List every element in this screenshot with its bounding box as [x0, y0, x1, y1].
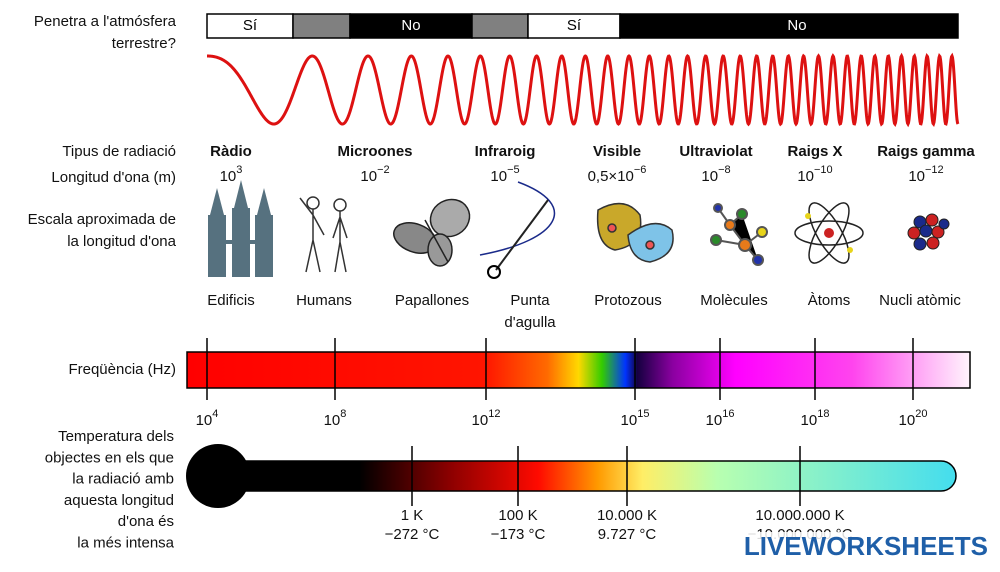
frequency-tick-label-base: 10 — [801, 412, 818, 429]
scale-label: Àtoms — [808, 292, 851, 309]
temperature-label: la radiació amb — [72, 471, 174, 488]
temperature-label: Temperatura dels — [58, 428, 174, 445]
frequency-tick-label: 104 — [196, 408, 219, 429]
band-wavelength-exp: −5 — [507, 164, 520, 176]
band-wavelength: 0,5×10−6 — [588, 164, 647, 185]
band-wavelength: 10−8 — [701, 164, 730, 185]
band-wavelength: 10−10 — [797, 164, 832, 185]
band-wavelength-exp: −12 — [925, 164, 944, 176]
band-name: Microones — [337, 143, 412, 160]
band-wavelength: 10−5 — [490, 164, 519, 185]
scale-label: Nucli atòmic — [879, 292, 961, 309]
temperature-label: la més intensa — [77, 534, 174, 551]
band-wavelength: 10−2 — [360, 164, 389, 185]
temperature-celsius: 9.727 °C — [598, 526, 657, 543]
band-wavelength-base: 0,5×10 — [588, 168, 634, 185]
band-name: Raigs X — [787, 143, 842, 160]
frequency-tick-label: 1020 — [899, 408, 928, 429]
band-wavelength: 10−12 — [908, 164, 943, 185]
frequency-tick-label: 1012 — [472, 408, 501, 429]
frequency-tick-label: 108 — [324, 408, 347, 429]
temperature-kelvin: 1 K — [401, 507, 424, 524]
temperature-label: aquesta longitud — [64, 492, 174, 509]
row-label: Escala aproximada de — [28, 211, 176, 228]
icon-atom — [794, 202, 864, 264]
frequency-tick-label-base: 10 — [899, 412, 916, 429]
icon-needle — [479, 181, 556, 279]
band-wavelength-base: 10 — [908, 168, 925, 185]
band-name: Infraroig — [475, 143, 536, 160]
scale-label: d'agulla — [504, 314, 556, 331]
temperature-label: objectes en els que — [45, 449, 174, 466]
temperature-celsius: −173 °C — [491, 526, 546, 543]
band-wavelength-base: 10 — [360, 168, 377, 185]
icon-butterfly — [393, 198, 471, 267]
scale-label: Edificis — [207, 292, 255, 309]
band-wavelength-exp: −8 — [718, 164, 731, 176]
band-wavelength-exp: 3 — [236, 164, 242, 176]
icon-molecule — [710, 203, 768, 266]
band-wavelength-base: 10 — [220, 168, 237, 185]
band-wavelength-exp: −6 — [634, 164, 647, 176]
scale-label: Molècules — [700, 292, 768, 309]
icon-nucleus — [907, 213, 950, 251]
frequency-tick-label: 1018 — [801, 408, 830, 429]
frequency-tick-label-base: 10 — [196, 412, 213, 429]
row-label: la longitud d'ona — [67, 233, 176, 250]
temperature-kelvin: 10.000 K — [597, 507, 657, 524]
frequency-tick-label: 1015 — [621, 408, 650, 429]
row-label: Tipus de radiació — [62, 143, 176, 160]
frequency-tick-label-exp: 16 — [722, 408, 734, 420]
frequency-tick-label-exp: 12 — [488, 408, 500, 420]
temperature-label: d'ona és — [118, 513, 174, 530]
watermark: LIVEWORKSHEETS — [744, 531, 988, 561]
band-wavelength-base: 10 — [490, 168, 507, 185]
row-label: Longitud d'ona (m) — [51, 169, 176, 186]
icon-protozoa — [596, 202, 674, 263]
tick-lines — [206, 338, 914, 506]
frequency-bar — [186, 351, 971, 389]
scale-label: Protozous — [594, 292, 662, 309]
frequency-tick-label-exp: 15 — [637, 408, 649, 420]
icon-buildings — [208, 180, 273, 277]
frequency-tick-label-exp: 18 — [817, 408, 829, 420]
band-name: Ultraviolat — [679, 143, 752, 160]
temperature-kelvin: 100 K — [498, 507, 537, 524]
band-wavelength-base: 10 — [797, 168, 814, 185]
band-wavelength-exp: −10 — [814, 164, 833, 176]
band-name: Raigs gamma — [877, 143, 975, 160]
frequency-tick-label-exp: 4 — [212, 408, 218, 420]
scale-label: Humans — [296, 292, 352, 309]
watermark-bg — [690, 532, 990, 562]
icon-humans — [299, 196, 348, 273]
band-name: Visible — [593, 143, 641, 160]
temperature-celsius: −272 °C — [385, 526, 440, 543]
atmosphere-label: terrestre? — [112, 35, 176, 52]
temperature-kelvin: 10.000.000 K — [755, 507, 844, 524]
scale-label: Punta — [510, 292, 550, 309]
frequency-tick-label-base: 10 — [706, 412, 723, 429]
frequency-tick-label-exp: 8 — [340, 408, 346, 420]
wave — [207, 52, 960, 128]
atmosphere-segment-label: Sí — [567, 17, 582, 34]
band-name: Ràdio — [210, 143, 252, 160]
band-wavelength-exp: −2 — [377, 164, 390, 176]
atmosphere-segment-label: No — [787, 17, 806, 34]
thermometer — [186, 444, 957, 508]
atmosphere-label: Penetra a l'atmósfera — [34, 13, 177, 30]
frequency-tick-label: 1016 — [706, 408, 735, 429]
frequency-tick-label-base: 10 — [324, 412, 341, 429]
frequency-label: Freqüència (Hz) — [68, 361, 176, 378]
band-wavelength-base: 10 — [701, 168, 718, 185]
frequency-tick-label-base: 10 — [472, 412, 489, 429]
atmosphere-segment-label: No — [401, 17, 420, 34]
scale-label: Papallones — [395, 292, 469, 309]
atmosphere-bar — [206, 13, 959, 39]
atmosphere-segment-label: Sí — [243, 17, 258, 34]
frequency-tick-label-base: 10 — [621, 412, 638, 429]
frequency-tick-label-exp: 20 — [915, 408, 927, 420]
band-wavelength: 103 — [220, 164, 243, 185]
